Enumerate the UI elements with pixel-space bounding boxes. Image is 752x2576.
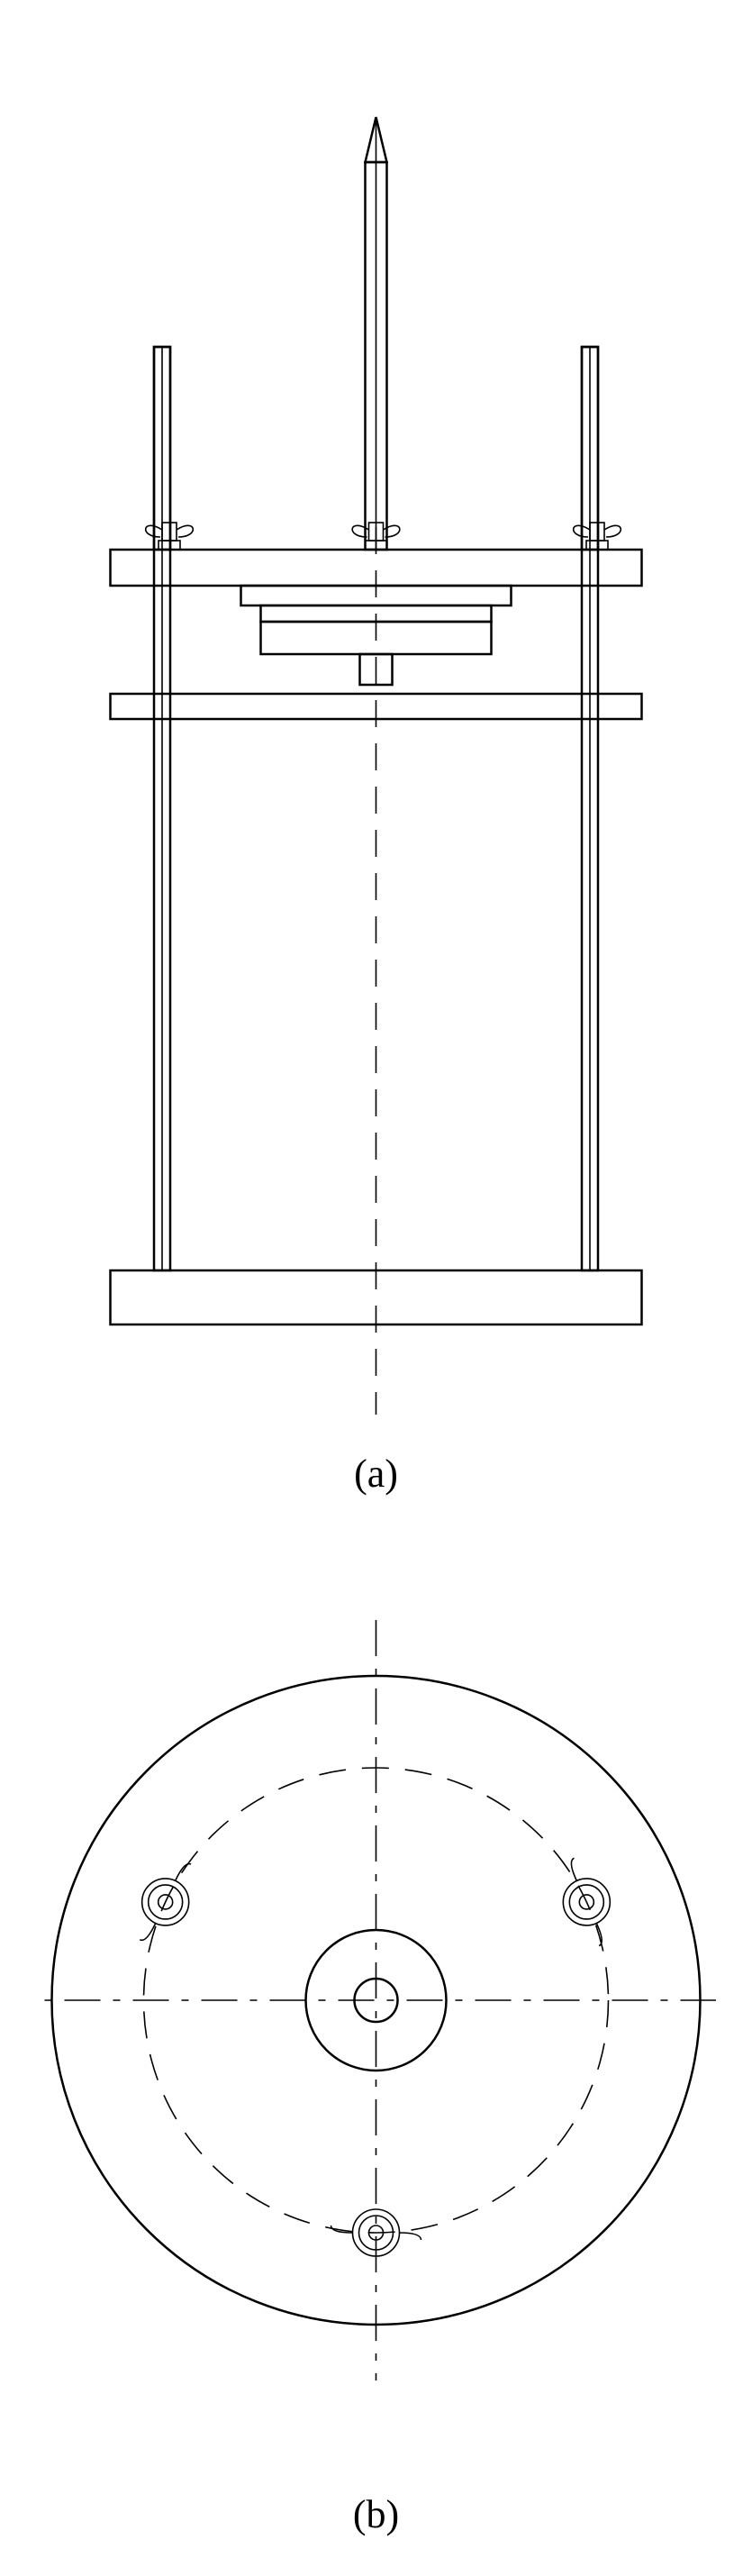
subfigure-label-b: (b): [0, 2491, 752, 2537]
page: (a) (b): [0, 0, 752, 2576]
top-plan-view: [36, 1568, 716, 2469]
subfigure-label-a: (a): [0, 1451, 752, 1497]
front-elevation: [54, 54, 698, 1424]
